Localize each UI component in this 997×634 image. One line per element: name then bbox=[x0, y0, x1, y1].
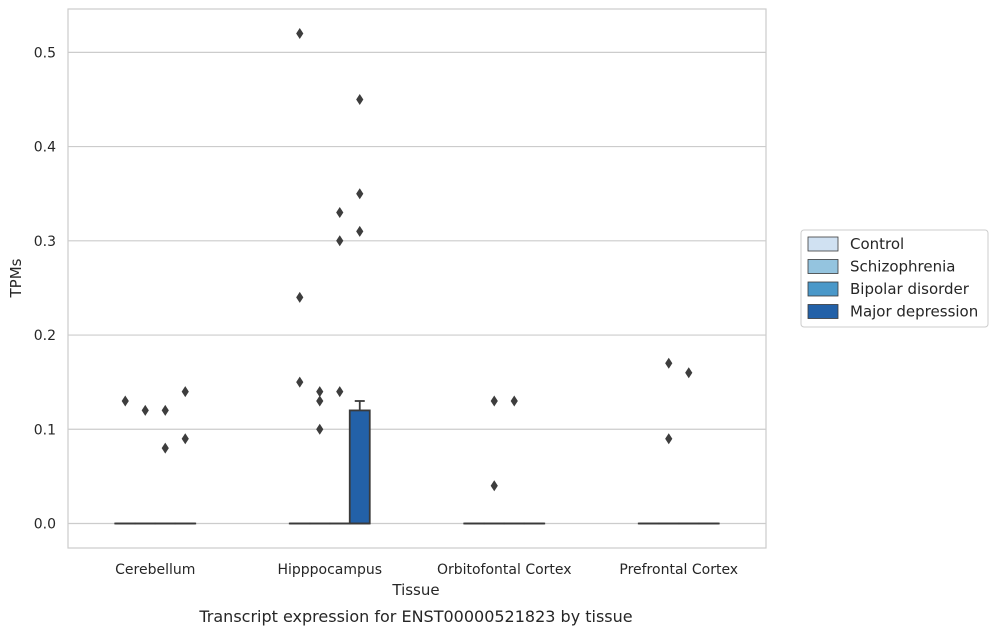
outlier-point bbox=[336, 235, 344, 247]
outlier-point bbox=[296, 291, 304, 303]
outlier-point bbox=[356, 225, 364, 237]
legend-label: Major depression bbox=[850, 303, 978, 321]
y-tick-label: 0.2 bbox=[34, 328, 56, 344]
legend-swatch bbox=[807, 236, 839, 252]
outlier-point bbox=[510, 395, 518, 407]
outlier-point bbox=[161, 442, 169, 454]
legend-frame bbox=[800, 229, 989, 328]
y-tick-label: 0.4 bbox=[34, 140, 56, 156]
boxes-layer bbox=[114, 400, 720, 525]
outlier-point bbox=[296, 28, 304, 39]
outlier-point bbox=[490, 395, 498, 407]
x-tick-label: Orbitofontal Cortex bbox=[437, 562, 572, 578]
x-axis-title: Tissue bbox=[391, 581, 439, 599]
y-tick-label: 0.0 bbox=[34, 517, 56, 533]
y-tick-label: 0.5 bbox=[34, 45, 56, 61]
outlier-point bbox=[316, 395, 324, 407]
legend-label: Schizophrenia bbox=[850, 258, 955, 276]
outlier-point bbox=[121, 395, 129, 407]
legend-swatch bbox=[807, 259, 839, 274]
outlier-point bbox=[316, 386, 324, 398]
box bbox=[348, 409, 371, 525]
y-tick-label: 0.3 bbox=[34, 234, 56, 250]
outlier-point bbox=[316, 423, 324, 435]
outlier-point bbox=[161, 404, 169, 416]
outlier-point bbox=[356, 93, 364, 105]
outlier-point bbox=[181, 433, 189, 445]
x-tick-label: Cerebellum bbox=[115, 562, 195, 578]
legend-label: Bipolar disorder bbox=[850, 280, 970, 298]
chart-caption: Transcript expression for ENST0000052182… bbox=[198, 607, 632, 626]
x-axis-ticks: Cerebellum Hipppocampus Orbitofontal Corte… bbox=[115, 562, 738, 578]
plot-area bbox=[67, 8, 767, 549]
outlier-point bbox=[296, 376, 304, 388]
legend-swatch bbox=[807, 304, 839, 319]
outliers-layer bbox=[121, 28, 693, 492]
outlier-point bbox=[356, 188, 364, 200]
outlier-point bbox=[665, 433, 673, 445]
outlier-point bbox=[336, 386, 344, 398]
outlier-point bbox=[181, 386, 189, 398]
outlier-point bbox=[336, 207, 344, 219]
x-tick-label: Hipppocampus bbox=[277, 562, 382, 578]
y-axis-title: TPMs bbox=[7, 258, 25, 298]
legend-label: Control bbox=[850, 235, 904, 253]
y-tick-label: 0.1 bbox=[34, 422, 56, 438]
outlier-point bbox=[490, 480, 498, 492]
legend: Control Schizophrenia Bipolar disorder Majo… bbox=[800, 229, 989, 328]
outlier-point bbox=[141, 404, 149, 416]
y-axis-ticks: 0.0 0.1 0.2 0.3 0.4 0.5 bbox=[34, 45, 56, 532]
outlier-point bbox=[685, 367, 693, 379]
x-tick-label: Prefrontal Cortex bbox=[619, 562, 738, 578]
outlier-point bbox=[665, 357, 673, 369]
legend-swatch bbox=[807, 281, 839, 297]
